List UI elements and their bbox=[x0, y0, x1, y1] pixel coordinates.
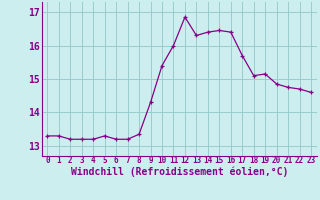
X-axis label: Windchill (Refroidissement éolien,°C): Windchill (Refroidissement éolien,°C) bbox=[70, 166, 288, 177]
